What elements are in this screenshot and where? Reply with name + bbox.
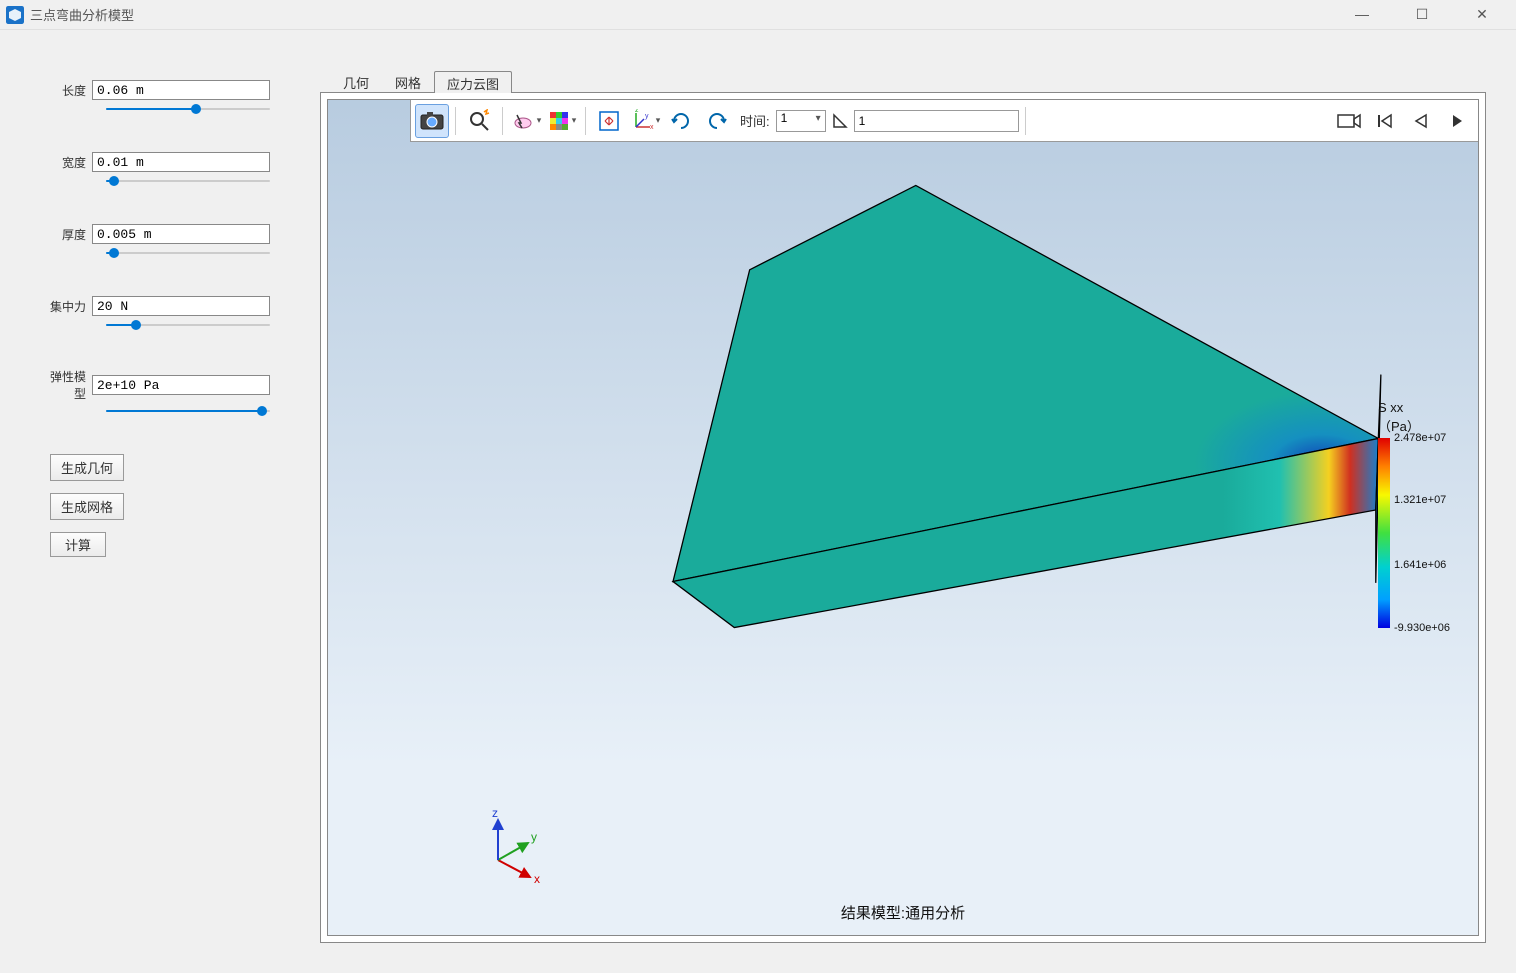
- legend-tick: 1.321e+07: [1394, 494, 1446, 506]
- param-label: 宽度: [50, 154, 86, 171]
- tab-1[interactable]: 网格: [382, 70, 434, 92]
- rotate-left-button[interactable]: [664, 104, 698, 138]
- param-slider-0[interactable]: [106, 102, 270, 116]
- sidebar: 长度 宽度 厚度 集中力: [0, 30, 320, 973]
- maximize-button[interactable]: ☐: [1402, 6, 1442, 23]
- close-button[interactable]: ✕: [1462, 6, 1502, 23]
- param-label: 厚度: [50, 226, 86, 243]
- viewer-toolbar: ▾ ▾ zxy▾ 时间: 1: [410, 100, 1478, 142]
- viewer-caption: 结果模型:通用分析: [841, 902, 965, 923]
- snapshot-button[interactable]: [415, 104, 449, 138]
- compute-button[interactable]: 计算: [50, 532, 106, 557]
- svg-text:z: z: [635, 109, 639, 114]
- param-label: 集中力: [50, 298, 86, 315]
- camera-button[interactable]: [1332, 104, 1366, 138]
- param-slider-2[interactable]: [106, 246, 270, 260]
- color-button[interactable]: ▾: [545, 104, 579, 138]
- first-frame-button[interactable]: [1368, 104, 1402, 138]
- axes-triad: x y z: [478, 805, 558, 885]
- next-frame-button[interactable]: [1440, 104, 1474, 138]
- app-icon: [6, 6, 24, 24]
- legend-title-1: S xx: [1378, 400, 1468, 417]
- param-slider-3[interactable]: [106, 318, 270, 332]
- param-slider-1[interactable]: [106, 174, 270, 188]
- param-input-0[interactable]: [92, 80, 270, 100]
- param-input-1[interactable]: [92, 152, 270, 172]
- tab-0[interactable]: 几何: [330, 70, 382, 92]
- viewer: ▾ ▾ zxy▾ 时间: 1: [327, 99, 1479, 936]
- param-input-2[interactable]: [92, 224, 270, 244]
- generate-mesh-button[interactable]: 生成网格: [50, 493, 124, 520]
- legend-tick: 2.478e+07: [1394, 432, 1446, 444]
- time-label: 时间:: [740, 111, 770, 130]
- legend-bar: [1378, 438, 1390, 628]
- prev-frame-button[interactable]: [1404, 104, 1438, 138]
- legend-tick: 1.641e+06: [1394, 559, 1446, 571]
- zoom-button[interactable]: [462, 104, 496, 138]
- minimize-button[interactable]: —: [1342, 6, 1382, 23]
- svg-text:y: y: [531, 830, 537, 844]
- beam-render[interactable]: [328, 142, 1478, 858]
- svg-text:z: z: [492, 806, 498, 820]
- param-input-4[interactable]: [92, 375, 270, 395]
- titlebar: 三点弯曲分析模型 — ☐ ✕: [0, 0, 1516, 30]
- viewer-frame: ▾ ▾ zxy▾ 时间: 1: [320, 92, 1486, 943]
- param-label: 弹性模型: [50, 368, 86, 402]
- param-label: 长度: [50, 82, 86, 99]
- legend-tick: -9.930e+06: [1394, 622, 1450, 634]
- tab-2[interactable]: 应力云图: [434, 71, 512, 93]
- axes-button[interactable]: zxy▾: [628, 104, 662, 138]
- time-combo[interactable]: 1: [776, 110, 826, 132]
- angle-button[interactable]: [828, 104, 852, 138]
- rotate-right-button[interactable]: [700, 104, 734, 138]
- color-legend: S xx （Pa） 2.478e+071.321e+071.641e+06-9.…: [1378, 400, 1468, 628]
- generate-geometry-button[interactable]: 生成几何: [50, 454, 124, 481]
- svg-text:x: x: [650, 124, 654, 131]
- step-input[interactable]: [854, 110, 1019, 132]
- param-slider-4[interactable]: [106, 404, 270, 418]
- param-input-3[interactable]: [92, 296, 270, 316]
- fit-button[interactable]: [592, 104, 626, 138]
- svg-text:y: y: [645, 113, 649, 120]
- window-title: 三点弯曲分析模型: [30, 5, 1342, 24]
- tabs: 几何网格应力云图: [320, 70, 1486, 92]
- svg-text:x: x: [534, 872, 540, 885]
- select-button[interactable]: ▾: [509, 104, 543, 138]
